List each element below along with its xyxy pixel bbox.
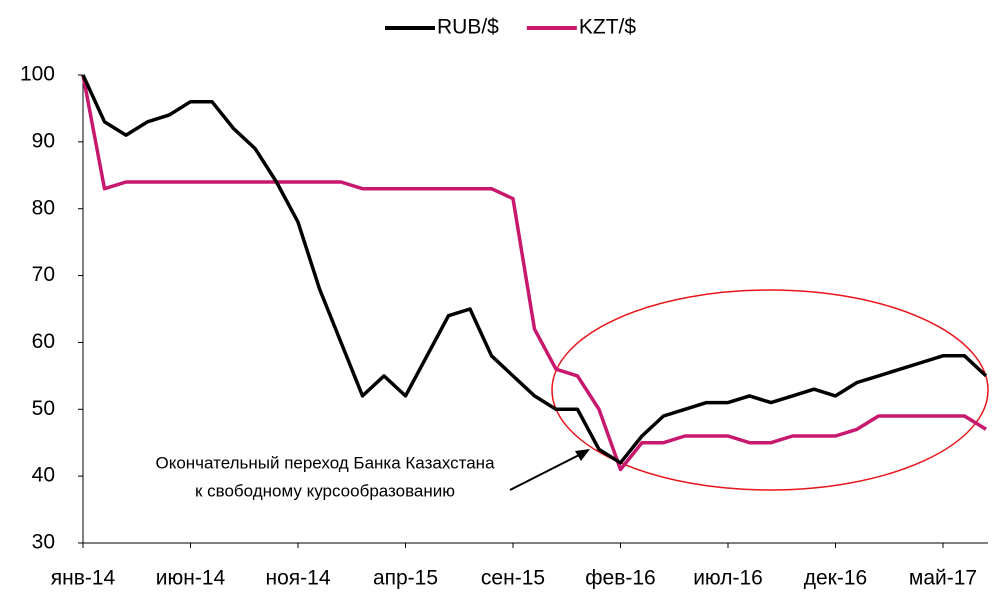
- arrow-head: [575, 449, 590, 461]
- annotation-arrow: [509, 451, 586, 491]
- annotation: к свободному курсообразованию: [195, 481, 455, 500]
- x-tick-label: май-17: [909, 567, 977, 590]
- x-tick-label: июн-14: [156, 567, 226, 590]
- x-tick-label: апр-15: [373, 567, 438, 590]
- x-tick-label: янв-14: [51, 567, 116, 590]
- series-line: [81, 74, 988, 465]
- y-tick-label: 50: [32, 397, 55, 420]
- x-tick-label: дек-16: [804, 567, 867, 590]
- x-tick-label: сен-15: [481, 567, 545, 590]
- y-tick-label: 30: [32, 531, 55, 554]
- x-tick-label: фев-16: [585, 567, 655, 590]
- x-tick-label: июл-16: [693, 567, 763, 590]
- legend-label: RUB/$: [437, 16, 499, 39]
- y-tick-label: 60: [32, 330, 55, 353]
- series-line: [81, 74, 987, 472]
- y-tick-label: 80: [32, 196, 55, 219]
- y-tick-label: 100: [20, 63, 55, 86]
- annotation: Окончательный переход Банка Казахстана: [155, 453, 495, 472]
- y-tick-label: 70: [32, 263, 55, 286]
- highlight-ellipse: [551, 289, 989, 491]
- y-tick-label: 40: [32, 464, 55, 487]
- x-tick-label: ноя-14: [266, 567, 331, 590]
- y-tick-label: 90: [32, 129, 55, 152]
- legend-label: KZT/$: [579, 16, 636, 39]
